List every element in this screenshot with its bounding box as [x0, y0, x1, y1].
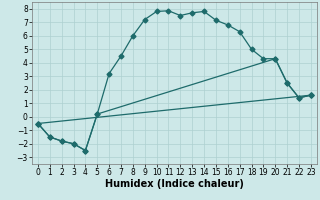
X-axis label: Humidex (Indice chaleur): Humidex (Indice chaleur): [105, 179, 244, 189]
